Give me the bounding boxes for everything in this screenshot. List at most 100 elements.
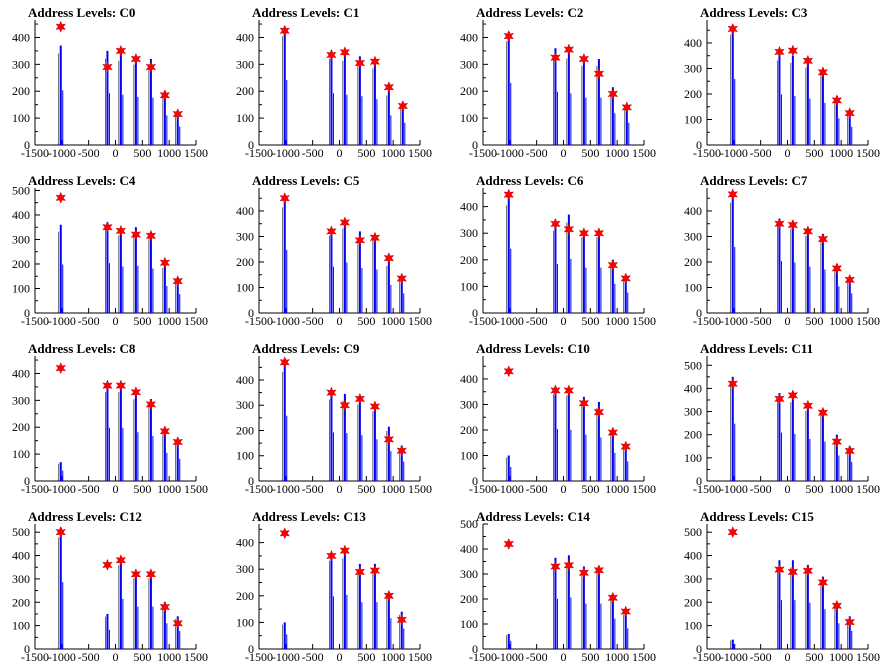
histogram-bar bbox=[152, 435, 154, 481]
histogram-panel: Address Levels: C6 0 100 200 300 400 -1500 -100… bbox=[448, 168, 672, 336]
histogram-bar bbox=[358, 231, 361, 313]
x-tick-label: -1000 bbox=[272, 482, 300, 496]
histogram-bar bbox=[152, 606, 154, 649]
chart-title: Address Levels: C8 bbox=[28, 341, 136, 356]
histogram-bar bbox=[403, 461, 405, 481]
histogram-bar bbox=[570, 93, 572, 145]
x-tick-label: 0 bbox=[561, 650, 567, 664]
peak-marker bbox=[774, 392, 785, 405]
histogram-bar bbox=[403, 293, 405, 313]
histogram-bar bbox=[614, 452, 616, 481]
peak-marker bbox=[620, 440, 631, 453]
x-tick-label: -1500 bbox=[21, 650, 49, 664]
histogram-bar bbox=[567, 50, 570, 145]
y-tick-label: 300 bbox=[684, 61, 702, 75]
peak-marker bbox=[787, 44, 799, 57]
histogram-bar bbox=[332, 596, 334, 649]
chart-title: Address Levels: C12 bbox=[28, 509, 142, 524]
histogram-bar bbox=[343, 221, 346, 313]
histogram-panel: Address Levels: C3 0 100 200 300 400 -1500 -100… bbox=[672, 0, 896, 168]
histogram-bar bbox=[821, 233, 824, 313]
x-tick-label: 0 bbox=[561, 482, 567, 496]
y-tick-label: 200 bbox=[460, 423, 478, 437]
peak-marker bbox=[727, 526, 738, 539]
histogram-plot: 0 100 200 300 400 -1500-1000 -500 0 500 1000 1500 bbox=[460, 20, 656, 160]
histogram-bar bbox=[835, 264, 838, 313]
histogram-bar bbox=[373, 563, 376, 649]
y-tick-label: 0 bbox=[472, 306, 478, 320]
peak-marker bbox=[563, 223, 575, 236]
chart-title: Address Levels: C14 bbox=[476, 509, 590, 524]
histogram-bar bbox=[794, 95, 796, 145]
histogram-bar bbox=[582, 396, 585, 481]
histogram-bar bbox=[59, 527, 62, 649]
y-tick-label: 100 bbox=[684, 451, 702, 465]
x-tick-label: -1500 bbox=[245, 650, 273, 664]
x-tick-label: 0 bbox=[113, 314, 119, 328]
histogram-bar bbox=[122, 427, 124, 481]
histogram-panel: Address Levels: C2 0 100 200 300 400 -1500 -100… bbox=[448, 0, 672, 168]
y-tick-label: 300 bbox=[236, 562, 254, 576]
peak-marker bbox=[172, 435, 183, 449]
y-tick-label: 0 bbox=[24, 138, 30, 152]
x-tick-label: 1500 bbox=[856, 314, 880, 328]
histogram-bar bbox=[848, 111, 851, 145]
peak-marker bbox=[563, 43, 575, 56]
x-tick-label: -500 bbox=[750, 146, 772, 160]
histogram-bar bbox=[361, 602, 363, 649]
histogram-bar bbox=[611, 429, 614, 481]
peak-marker bbox=[102, 558, 113, 571]
histogram-bar bbox=[62, 470, 64, 481]
peak-marker bbox=[383, 81, 395, 94]
histogram-bar bbox=[624, 445, 627, 481]
histogram-bar bbox=[330, 392, 333, 481]
histogram-bar bbox=[373, 233, 376, 313]
histogram-bar bbox=[554, 223, 557, 313]
x-tick-label: 1000 bbox=[381, 314, 405, 328]
histogram-bar bbox=[163, 263, 166, 313]
histogram-bar bbox=[838, 286, 840, 313]
peak-marker bbox=[339, 46, 351, 59]
y-tick-label: 300 bbox=[460, 567, 478, 581]
x-tick-label: 500 bbox=[581, 650, 599, 664]
histogram-bar bbox=[809, 602, 811, 649]
x-tick-label: -500 bbox=[302, 650, 324, 664]
histogram-bar bbox=[152, 268, 154, 313]
x-tick-label: 0 bbox=[113, 482, 119, 496]
y-tick-label: 200 bbox=[460, 592, 478, 606]
peak-marker bbox=[578, 397, 590, 410]
x-tick-label: -1000 bbox=[496, 650, 524, 664]
chart-title: Address Levels: C2 bbox=[476, 5, 584, 20]
histogram-bar bbox=[600, 437, 602, 481]
histogram-bar bbox=[134, 57, 137, 145]
x-tick-label: 0 bbox=[337, 314, 343, 328]
histogram-plot: 0 100 200 300 400 -1500-1000 -500 0 500 1000 1500 bbox=[236, 524, 432, 664]
histogram-bar bbox=[848, 446, 851, 481]
histogram-bar bbox=[400, 445, 403, 481]
histogram-bar bbox=[838, 623, 840, 649]
histogram-bar bbox=[824, 102, 826, 145]
histogram-bar bbox=[809, 266, 811, 313]
x-tick-label: 1500 bbox=[632, 482, 656, 496]
histogram-bar bbox=[404, 122, 406, 145]
peak-marker bbox=[503, 188, 514, 201]
x-tick-label: -500 bbox=[302, 482, 324, 496]
histogram-bar bbox=[611, 594, 614, 649]
histogram-bar bbox=[390, 451, 392, 481]
histogram-bar bbox=[400, 277, 403, 313]
x-tick-label: 1500 bbox=[856, 482, 880, 496]
histogram-bar bbox=[376, 269, 378, 313]
histogram-panel: Address Levels: C9 0 100 200 300 400 -1500 -100… bbox=[224, 336, 448, 504]
histogram-panel: Address Levels: C5 0 100 200 300 400 -1500 -100… bbox=[224, 168, 448, 336]
histogram-bar bbox=[554, 557, 557, 649]
peak-marker bbox=[831, 262, 843, 275]
y-tick-label: 300 bbox=[684, 572, 702, 586]
histogram-bar bbox=[791, 560, 794, 649]
histogram-panel: Address Levels: C1 0 100 200 300 400 -1500 -100… bbox=[224, 0, 448, 168]
y-tick-label: 400 bbox=[12, 208, 30, 222]
histogram-bar bbox=[600, 267, 602, 313]
peak-marker bbox=[844, 444, 855, 457]
histogram-plot: 0 100 200 300 400 -1500-1000 -500 0 500 1000 1500 bbox=[460, 188, 656, 328]
x-tick-label: 500 bbox=[133, 146, 151, 160]
x-tick-label: -500 bbox=[78, 314, 100, 328]
